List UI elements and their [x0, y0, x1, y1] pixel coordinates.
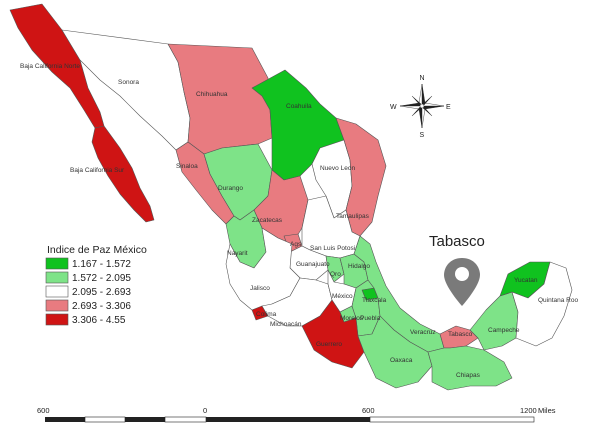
label-chiapas: Chiapas [456, 372, 481, 379]
compass-e: E [446, 104, 451, 111]
label-quintana-roo: Quintana Roo [538, 297, 578, 304]
label-guanajuato: Guanajuato [296, 261, 330, 268]
label-queretaro: Qro [330, 271, 341, 278]
legend: Indice de Paz México 1.167 - 1.572 1.572… [45, 244, 147, 326]
compass-star-icon [399, 83, 445, 129]
states-layer [9, 3, 573, 391]
label-guerrero: Guerrero [316, 341, 342, 348]
label-nuevo-leon: Nuevo Leon [320, 165, 355, 172]
compass-s: S [420, 132, 425, 139]
label-san-luis-potosi: San Luis Potosi [310, 245, 355, 252]
state-jalisco [225, 227, 301, 311]
compass-n: N [420, 75, 425, 82]
label-michoacan: Michoacán [270, 321, 302, 328]
legend-item-3: 2.095 - 2.693 [45, 285, 131, 298]
label-chihuahua: Chihuahua [196, 91, 228, 98]
legend-label-1: 1.167 - 1.572 [72, 259, 131, 270]
scale-segment-5 [206, 417, 370, 422]
scale-segment-2 [84, 416, 126, 423]
legend-item-1: 1.167 - 1.572 [45, 257, 131, 270]
state-michoacan [261, 277, 333, 327]
scale-unit: Miles [538, 406, 556, 415]
state-baja-california-sur [91, 125, 155, 223]
legend-swatch-5 [45, 313, 69, 326]
scale-bar: 600 0 600 1200 Miles [37, 406, 556, 423]
legend-title: Indice de Paz México [47, 244, 147, 256]
label-aguascalientes: Ags [290, 241, 302, 248]
legend-swatch-1 [45, 257, 69, 270]
label-puebla: Puebla [360, 315, 381, 322]
state-guerrero [301, 299, 365, 369]
tabasco-marker: Tabasco [429, 233, 485, 306]
state-queretaro [325, 255, 345, 283]
scale-segment-4 [164, 416, 207, 423]
legend-label-5: 3.306 - 4.55 [72, 315, 126, 326]
label-veracruz: Veracruz [410, 329, 436, 336]
scale-tick-600-right: 600 [362, 406, 375, 415]
scale-tick-1200: 1200 [520, 406, 537, 415]
label-baja-california-norte: Baja California Norte [20, 63, 80, 70]
label-sinaloa: Sinaloa [176, 163, 198, 170]
label-yucatan: Yucatan [514, 277, 538, 284]
compass-rose: N S E W [390, 75, 451, 139]
label-jalisco: Jalisco [250, 285, 270, 292]
label-zacatecas: Zacatecas [252, 217, 283, 224]
label-campeche: Campeche [488, 327, 520, 334]
label-baja-california-sur: Baja California Sur [70, 167, 125, 174]
scale-tick-0: 0 [203, 406, 207, 415]
scale-tick-600-left: 600 [37, 406, 50, 415]
label-oaxaca: Oaxaca [390, 357, 413, 364]
compass-w: W [390, 104, 397, 111]
pin-label: Tabasco [429, 233, 485, 250]
legend-swatch-2 [45, 271, 69, 284]
legend-swatch-3 [45, 285, 69, 298]
label-hidalgo: Hidalgo [348, 263, 370, 270]
legend-item-5: 3.306 - 4.55 [45, 313, 126, 326]
scale-segment-1 [45, 417, 85, 422]
label-tabasco: Tabasco [448, 331, 473, 338]
legend-label-4: 2.693 - 3.306 [72, 301, 131, 312]
state-quintana-roo [511, 261, 573, 347]
label-morelos: Morelos [340, 315, 364, 322]
label-colima: Colima [256, 311, 277, 318]
label-tamaulipas: Tamaulipas [336, 213, 370, 220]
scale-segment-3 [125, 417, 165, 422]
legend-label-3: 2.095 - 2.693 [72, 287, 131, 298]
scale-segment-6 [369, 416, 535, 423]
state-labels: Baja California Norte Baja California Su… [20, 63, 578, 379]
legend-item-4: 2.693 - 3.306 [45, 299, 131, 312]
label-durango: Durango [218, 185, 243, 192]
location-pin-icon [444, 258, 480, 306]
state-chiapas [427, 345, 513, 391]
legend-label-2: 1.572 - 2.095 [72, 273, 131, 284]
legend-swatch-4 [45, 299, 69, 312]
label-mexico: México [332, 293, 353, 300]
legend-item-2: 1.572 - 2.095 [45, 271, 131, 284]
label-sonora: Sonora [118, 79, 139, 86]
label-nayarit: Nayarit [227, 250, 248, 257]
label-coahuila: Coahuila [286, 103, 312, 110]
label-tlaxcala: Tlaxcala [362, 297, 387, 304]
